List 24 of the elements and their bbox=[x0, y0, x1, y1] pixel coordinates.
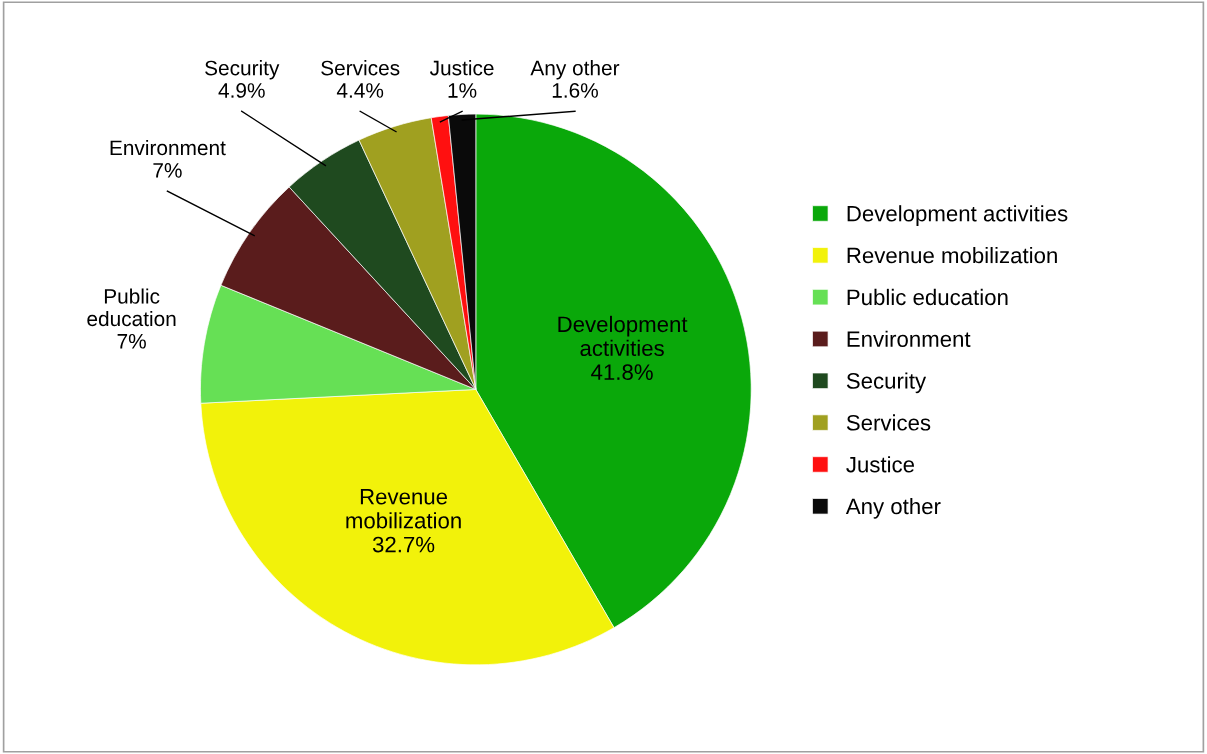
slice-label: Services bbox=[321, 60, 400, 76]
legend-label: Justice bbox=[846, 456, 915, 473]
data-label: 32.7% bbox=[372, 536, 435, 553]
legend-label: Security bbox=[846, 372, 927, 394]
legend-label: Development activities bbox=[847, 205, 1068, 226]
slice-label: Revenue mobilization bbox=[346, 489, 461, 529]
data-label: 1.6% bbox=[552, 83, 598, 98]
data-label: 4.4% bbox=[336, 83, 384, 98]
data-label: 1% bbox=[448, 83, 477, 98]
slice-label: Any other bbox=[530, 60, 620, 80]
legend-label: Any other bbox=[845, 497, 941, 519]
data-label: 7% bbox=[153, 163, 182, 178]
slice-label: Environment bbox=[110, 139, 226, 156]
slice-label: Development activities bbox=[558, 315, 688, 357]
data-label: 41.8% bbox=[591, 364, 653, 381]
slice-label: Security bbox=[205, 60, 280, 80]
legend-label: Environment bbox=[847, 330, 971, 347]
slice-label: Justice bbox=[429, 60, 494, 76]
legend-label: Revenue mobilization bbox=[847, 247, 1057, 264]
legend-label: Services bbox=[846, 414, 931, 431]
legend-label: Public education bbox=[847, 288, 1008, 306]
slice-label: Public education bbox=[87, 288, 176, 327]
data-label: 7% bbox=[117, 333, 146, 349]
data-label: 4.9% bbox=[218, 83, 265, 98]
